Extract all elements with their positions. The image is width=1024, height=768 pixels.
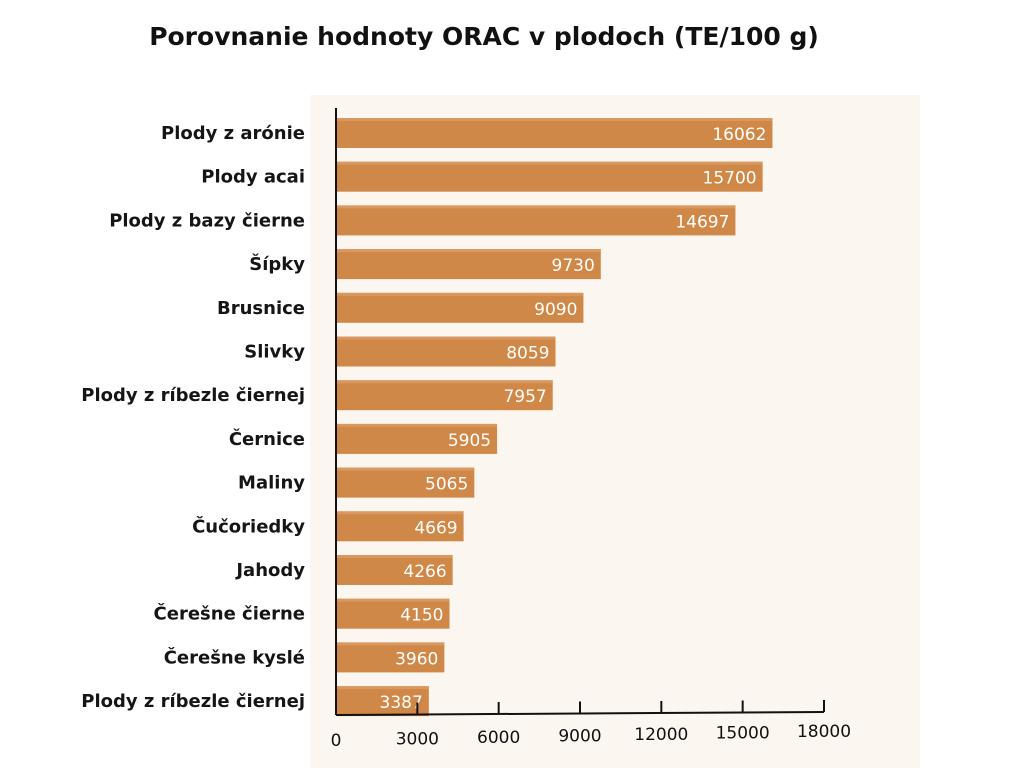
category-label: Čerešne čierne [154,603,305,625]
bars-layer: Plody z arónie 16062 Plody acai 15700 Plody … [81,118,773,717]
bar-highlight [337,249,601,253]
category-label: Plody z ríbezle čiernej [81,691,305,712]
x-tick-label: 0 [331,731,342,751]
bar [337,118,773,148]
bar-highlight [337,161,763,165]
bar [337,336,556,367]
bar-highlight [337,205,736,209]
bar-highlight [337,686,429,690]
bar [337,292,584,323]
x-tick-label: 3000 [396,730,439,750]
bar-highlight [337,555,453,558]
value-label: 14697 [675,212,729,232]
value-label: 9090 [534,300,577,320]
category-label: Plody z ríbezle čiernej [81,385,305,406]
category-label: Černice [229,428,305,450]
bar [337,511,464,542]
bar-highlight [337,467,475,471]
x-tick-label: 6000 [477,728,520,748]
x-tick-label: 15000 [716,724,770,744]
bar-highlight [337,380,553,384]
value-label: 4669 [414,518,457,538]
bar [337,598,450,629]
category-label: Slivky [244,342,305,363]
x-tick-label: 12000 [634,725,688,745]
bar-highlight [337,642,445,646]
bar [337,380,553,411]
bar [337,161,763,192]
value-label: 3387 [380,693,423,713]
bar-highlight [337,336,556,340]
category-label: Čučoriedky [192,515,305,537]
value-label: 3960 [395,649,438,669]
bar [337,642,445,673]
bar [337,205,736,236]
bar-highlight [337,511,464,515]
category-label: Plody z bazy čierne [109,210,305,231]
category-label: Plody z arónie [161,123,305,144]
value-label: 8059 [506,344,549,364]
x-tick-label: 18000 [797,722,851,742]
value-label: 7957 [503,387,546,407]
bar [337,249,601,280]
value-label: 5905 [448,431,491,451]
bar-highlight [337,598,450,602]
bar-highlight [337,118,773,121]
chart-title: Porovnanie hodnoty ORAC v plodoch (TE/10… [149,22,819,51]
bar [337,423,498,454]
value-label: 4150 [400,606,443,626]
x-tick-label: 9000 [558,727,601,747]
value-label: 16062 [712,125,766,145]
category-label: Šípky [249,253,305,275]
category-label: Čerešne kyslé [164,646,305,668]
value-label: 4266 [403,562,446,582]
value-label: 9730 [552,256,595,276]
value-label: 5065 [425,475,468,495]
bar [337,686,429,717]
bar-highlight [337,423,498,427]
bar [337,555,453,585]
category-label: Maliny [238,473,305,494]
category-label: Jahody [234,560,305,581]
axes-layer: 0 3000 6000 9000 12000 15000 18000 [331,108,851,751]
bar-highlight [337,292,584,296]
bar [337,467,475,498]
value-label: 15700 [703,169,757,189]
category-label: Brusnice [217,298,305,319]
category-label: Plody acai [201,167,305,188]
